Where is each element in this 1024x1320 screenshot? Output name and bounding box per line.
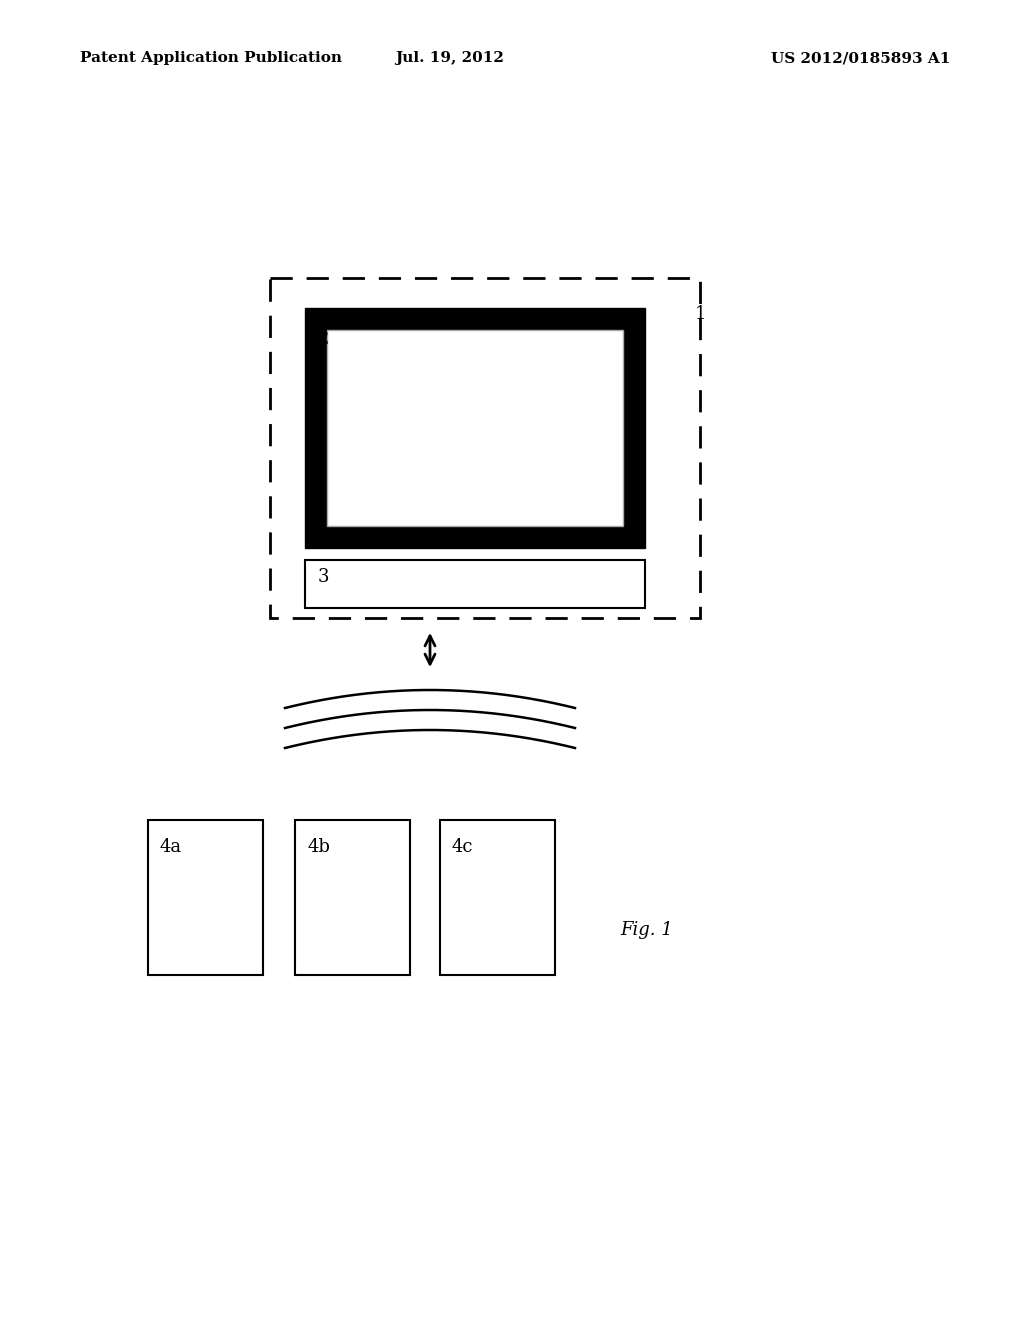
Bar [270, 279, 700, 618]
Text: 4b: 4b [307, 838, 330, 855]
Text: Jul. 19, 2012: Jul. 19, 2012 [395, 51, 505, 65]
Bar [148, 820, 263, 975]
Bar [305, 308, 645, 548]
Bar [440, 820, 555, 975]
Text: 3: 3 [318, 568, 330, 586]
Text: 4a: 4a [160, 838, 182, 855]
Bar [327, 330, 623, 525]
Text: 4c: 4c [452, 838, 473, 855]
Bar [305, 560, 645, 609]
Bar [295, 820, 410, 975]
Text: 1: 1 [695, 305, 707, 323]
Text: US 2012/0185893 A1: US 2012/0185893 A1 [771, 51, 950, 65]
Text: 2: 2 [318, 330, 330, 348]
Text: Fig. 1: Fig. 1 [620, 921, 673, 939]
Text: Patent Application Publication: Patent Application Publication [80, 51, 342, 65]
